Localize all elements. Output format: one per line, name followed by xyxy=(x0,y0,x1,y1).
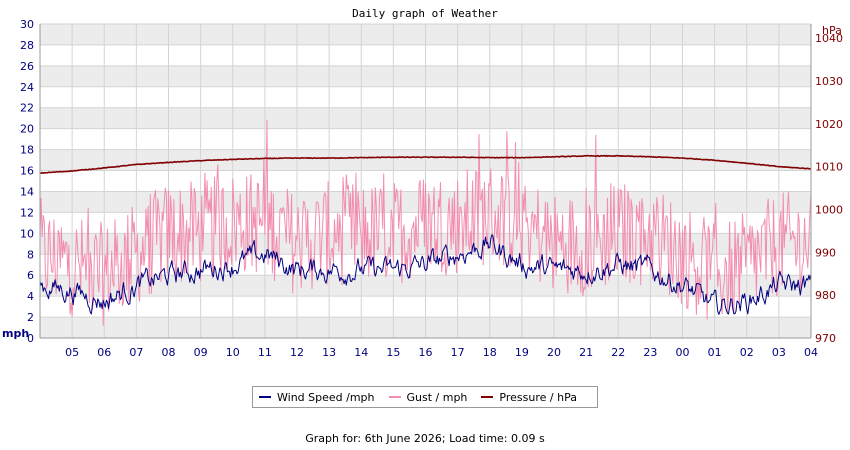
left-tick-label: 10 xyxy=(20,227,34,240)
x-tick-label: 11 xyxy=(258,346,272,359)
x-tick-label: 15 xyxy=(386,346,400,359)
right-axis-unit: hPa xyxy=(822,24,842,37)
series-line-wind xyxy=(39,234,812,315)
x-tick-label: 00 xyxy=(676,346,690,359)
right-tick-label: 970 xyxy=(815,332,836,345)
right-tick-label: 990 xyxy=(815,246,836,259)
legend-item-pressure: Pressure / hPa xyxy=(481,391,577,404)
right-tick-label: 1040 xyxy=(815,32,843,45)
legend-label-gust: Gust / mph xyxy=(406,390,468,404)
legend-swatch-wind xyxy=(259,396,271,398)
right-tick-label: 1020 xyxy=(815,118,843,131)
x-tick-label: 09 xyxy=(194,346,208,359)
right-tick-label: 980 xyxy=(815,289,836,302)
left-tick-label: 24 xyxy=(20,81,34,94)
x-tick-label: 02 xyxy=(740,346,754,359)
left-tick-label: 30 xyxy=(20,18,34,31)
right-tick-label: 1030 xyxy=(815,75,843,88)
right-tick-label: 1000 xyxy=(815,203,843,216)
series-layer xyxy=(39,119,812,326)
x-tick-label: 01 xyxy=(708,346,722,359)
x-tick-label: 21 xyxy=(579,346,593,359)
axes: 0246810121416182022242628309709809901000… xyxy=(20,18,843,359)
series-line-gust xyxy=(39,119,812,326)
x-tick-label: 14 xyxy=(354,346,368,359)
series-line-pressure xyxy=(40,154,812,174)
left-tick-label: 22 xyxy=(20,102,34,115)
legend-swatch-pressure xyxy=(481,396,494,398)
chart-title: Daily graph of Weather xyxy=(352,7,498,20)
legend-item-wind: Wind Speed /mph xyxy=(259,391,375,404)
legend-label-pressure: Pressure / hPa xyxy=(499,390,577,404)
left-tick-label: 12 xyxy=(20,206,34,219)
x-tick-label: 13 xyxy=(322,346,336,359)
left-axis-unit: mph xyxy=(2,327,29,340)
left-tick-label: 16 xyxy=(20,165,34,178)
x-tick-label: 08 xyxy=(162,346,176,359)
x-tick-label: 06 xyxy=(97,346,111,359)
x-tick-label: 23 xyxy=(643,346,657,359)
left-tick-label: 14 xyxy=(20,185,34,198)
left-tick-label: 4 xyxy=(27,290,34,303)
left-tick-label: 8 xyxy=(27,248,34,261)
left-tick-label: 20 xyxy=(20,123,34,136)
legend-item-gust: Gust / mph xyxy=(388,390,468,404)
right-tick-label: 1010 xyxy=(815,161,843,174)
x-tick-label: 19 xyxy=(515,346,529,359)
x-tick-label: 10 xyxy=(226,346,240,359)
legend-label-wind: Wind Speed /mph xyxy=(277,390,375,404)
left-tick-label: 28 xyxy=(20,39,34,52)
x-tick-label: 04 xyxy=(804,346,818,359)
x-tick-label: 03 xyxy=(772,346,786,359)
x-tick-label: 16 xyxy=(419,346,433,359)
left-tick-label: 6 xyxy=(27,269,34,282)
x-tick-label: 17 xyxy=(451,346,465,359)
x-tick-label: 18 xyxy=(483,346,497,359)
left-tick-label: 2 xyxy=(27,311,34,324)
left-tick-label: 26 xyxy=(20,60,34,73)
x-tick-label: 07 xyxy=(129,346,143,359)
x-tick-label: 12 xyxy=(290,346,304,359)
x-tick-label: 22 xyxy=(611,346,625,359)
legend: Wind Speed /mph Gust / mph Pressure / hP… xyxy=(252,386,598,408)
x-tick-label: 20 xyxy=(547,346,561,359)
footer-text: Graph for: 6th June 2026; Load time: 0.0… xyxy=(305,432,545,445)
left-tick-label: 0 xyxy=(27,332,34,345)
x-tick-label: 05 xyxy=(65,346,79,359)
left-tick-label: 18 xyxy=(20,144,34,157)
legend-swatch-gust xyxy=(388,396,401,398)
